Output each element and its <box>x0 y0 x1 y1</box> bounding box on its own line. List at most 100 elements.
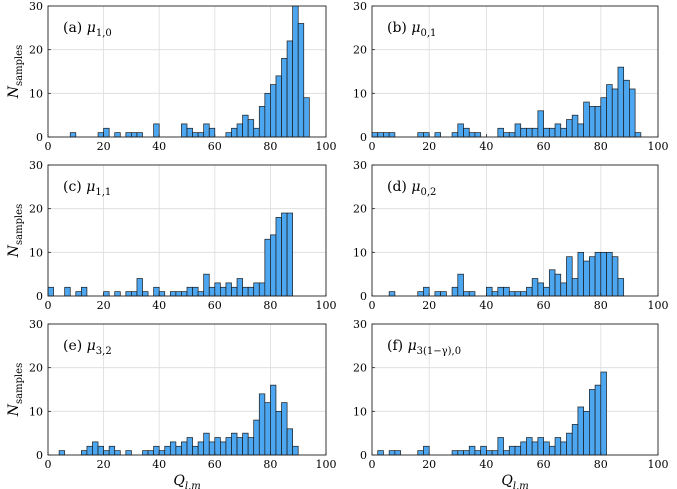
histogram-bar <box>192 286 199 297</box>
x-tick-label: 20 <box>97 299 111 312</box>
histogram-bar <box>388 291 396 297</box>
x-tick-label: 100 <box>648 140 669 153</box>
axis-frame <box>371 5 659 138</box>
histogram-bar <box>114 450 121 456</box>
x-tick-label: 60 <box>537 458 551 471</box>
histogram-bar <box>594 384 602 456</box>
histogram-bar <box>231 432 238 456</box>
histogram-bar <box>131 132 138 138</box>
histogram-bar <box>203 432 210 456</box>
histogram-bar <box>463 450 470 456</box>
y-tick-label: 0 <box>36 449 43 462</box>
histogram-bar <box>275 410 282 456</box>
x-tick-label: 60 <box>537 140 551 153</box>
histogram-bar <box>208 286 216 297</box>
histogram-bar <box>153 123 160 138</box>
histogram-bar <box>486 450 493 456</box>
axis-frame <box>371 323 659 456</box>
panel-label: (d) μ0,2 <box>387 179 436 198</box>
histogram-bar <box>303 97 310 138</box>
y-axis-title: Nsamples <box>6 204 25 258</box>
histogram-bar <box>175 291 182 297</box>
histogram-bar <box>577 123 584 138</box>
histogram-bar <box>388 450 396 456</box>
histogram-bar <box>548 269 556 297</box>
histogram-bar <box>270 84 277 138</box>
x-tick-label: 100 <box>648 299 669 312</box>
y-tick-label: 10 <box>353 405 367 418</box>
chart-panel: 0 20 40 60 80 100 0 10 20 30 (b) μ0,1 <box>353 0 669 153</box>
histogram-bar <box>566 119 573 138</box>
histogram-bar <box>543 127 550 138</box>
histogram-bar <box>611 256 619 297</box>
histogram-bar <box>169 291 177 297</box>
histogram-bar <box>253 127 260 138</box>
histogram-bar <box>253 282 260 297</box>
histogram-bar <box>417 291 424 297</box>
histogram-bar <box>423 286 430 297</box>
panel-label: (f) μ3(1−γ),0 <box>387 338 461 357</box>
x-tick-label: 20 <box>97 140 111 153</box>
histogram-bar <box>520 127 527 138</box>
histogram-bar <box>503 286 510 297</box>
histogram-bar <box>634 132 642 138</box>
y-tick-label: 20 <box>353 362 367 375</box>
histogram-bar <box>281 212 288 297</box>
histogram-bar <box>589 256 596 297</box>
histogram-bar <box>491 450 499 456</box>
histogram-bar <box>508 132 516 138</box>
histogram-bar <box>537 282 544 297</box>
histogram-bar <box>377 450 384 456</box>
y-tick-label: 30 <box>353 318 367 331</box>
histogram-bar <box>286 40 293 138</box>
x-tick-label: 40 <box>479 140 493 153</box>
histogram-bar <box>451 286 459 297</box>
histogram-bar <box>81 450 88 456</box>
histogram-bar <box>526 127 533 138</box>
x-tick-label: 100 <box>316 140 337 153</box>
histogram-bar <box>531 441 539 456</box>
histogram-bar <box>203 273 210 297</box>
histogram-bar <box>600 97 607 138</box>
histogram-bar <box>451 450 459 456</box>
histogram-bar <box>560 282 567 297</box>
histogram-bar <box>508 291 516 297</box>
histogram-bar <box>136 278 143 297</box>
histogram-bar <box>108 445 116 456</box>
x-tick-label: 40 <box>152 140 166 153</box>
histogram-bar <box>275 217 282 297</box>
histogram-bar <box>69 132 77 138</box>
histogram-bar <box>81 286 88 297</box>
chart-panel: 0 20 40 60 80 100 0 10 20 30 (e) μ3,2 Nsamples Ql,m <box>6 318 337 489</box>
histogram-bar <box>297 23 305 138</box>
histogram-bar <box>526 286 533 297</box>
histogram-bar <box>264 402 271 456</box>
histogram-bar <box>503 450 510 456</box>
histogram-bar <box>281 58 288 138</box>
histogram-bar <box>236 123 243 138</box>
histogram-bar <box>292 5 299 138</box>
histogram-bar <box>537 437 544 456</box>
histogram-bar <box>247 437 255 456</box>
y-tick-label: 0 <box>36 290 43 303</box>
histogram-bar <box>220 441 227 456</box>
histogram-bar <box>175 445 182 456</box>
histogram-bar <box>186 127 193 138</box>
histogram-bar <box>181 291 188 297</box>
histogram-bar <box>103 450 110 456</box>
histogram-bar <box>258 393 266 456</box>
axis-frame <box>47 164 327 297</box>
x-tick-label: 100 <box>648 458 669 471</box>
histogram-bar <box>537 110 544 138</box>
y-tick-label: 0 <box>36 131 43 144</box>
y-tick-label: 10 <box>29 246 43 259</box>
histogram-bar <box>97 132 104 138</box>
y-tick-label: 0 <box>360 290 367 303</box>
x-tick-label: 60 <box>208 140 222 153</box>
x-tick-label: 20 <box>422 140 436 153</box>
panel-label: (b) μ0,1 <box>387 20 436 39</box>
y-tick-label: 30 <box>353 0 367 13</box>
histogram-bar <box>600 371 607 456</box>
x-tick-label: 0 <box>369 140 376 153</box>
histogram-bar <box>131 291 138 297</box>
